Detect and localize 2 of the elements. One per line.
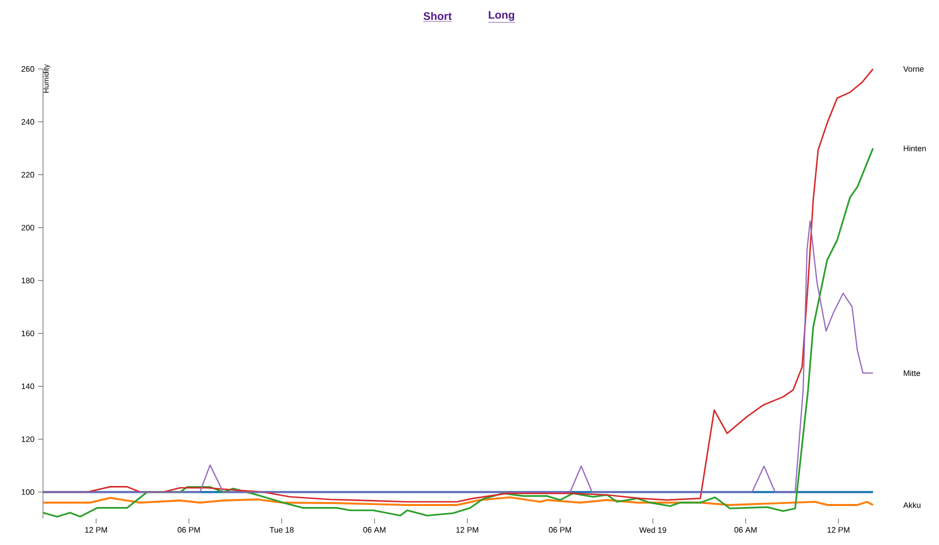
text: Long bbox=[488, 11, 514, 21]
text: Short bbox=[424, 12, 452, 20]
